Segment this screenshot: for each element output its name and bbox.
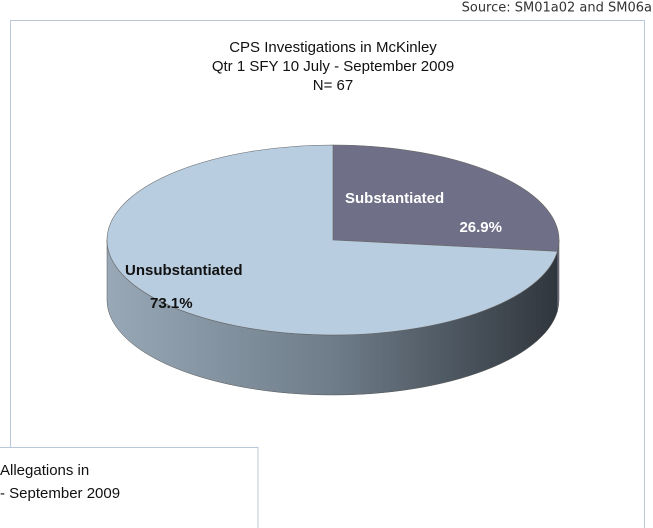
chart-subtitle: N= 67	[313, 77, 353, 94]
slice-value-label: 73.1%	[150, 295, 193, 312]
source-note: Source: SM01a02 and SM06a	[462, 1, 652, 16]
partial-chart-title: - September 2009	[0, 485, 120, 502]
slice-label: Substantiated	[345, 190, 444, 207]
chart-subtitle: Qtr 1 SFY 10 July - September 2009	[212, 58, 454, 75]
partial-chart-frame	[0, 447, 259, 528]
slice-value-label: 26.9%	[459, 219, 502, 236]
chart-frame	[10, 20, 645, 528]
slice-label: Unsubstantiated	[125, 262, 243, 279]
chart-title: CPS Investigations in McKinley	[229, 39, 437, 56]
partial-chart-title: Allegations in	[0, 462, 89, 479]
pie-slice	[106, 144, 558, 336]
pie: Substantiated 26.9% Unsubstantiated 73.1%	[106, 144, 560, 396]
pie-slice	[332, 144, 560, 252]
